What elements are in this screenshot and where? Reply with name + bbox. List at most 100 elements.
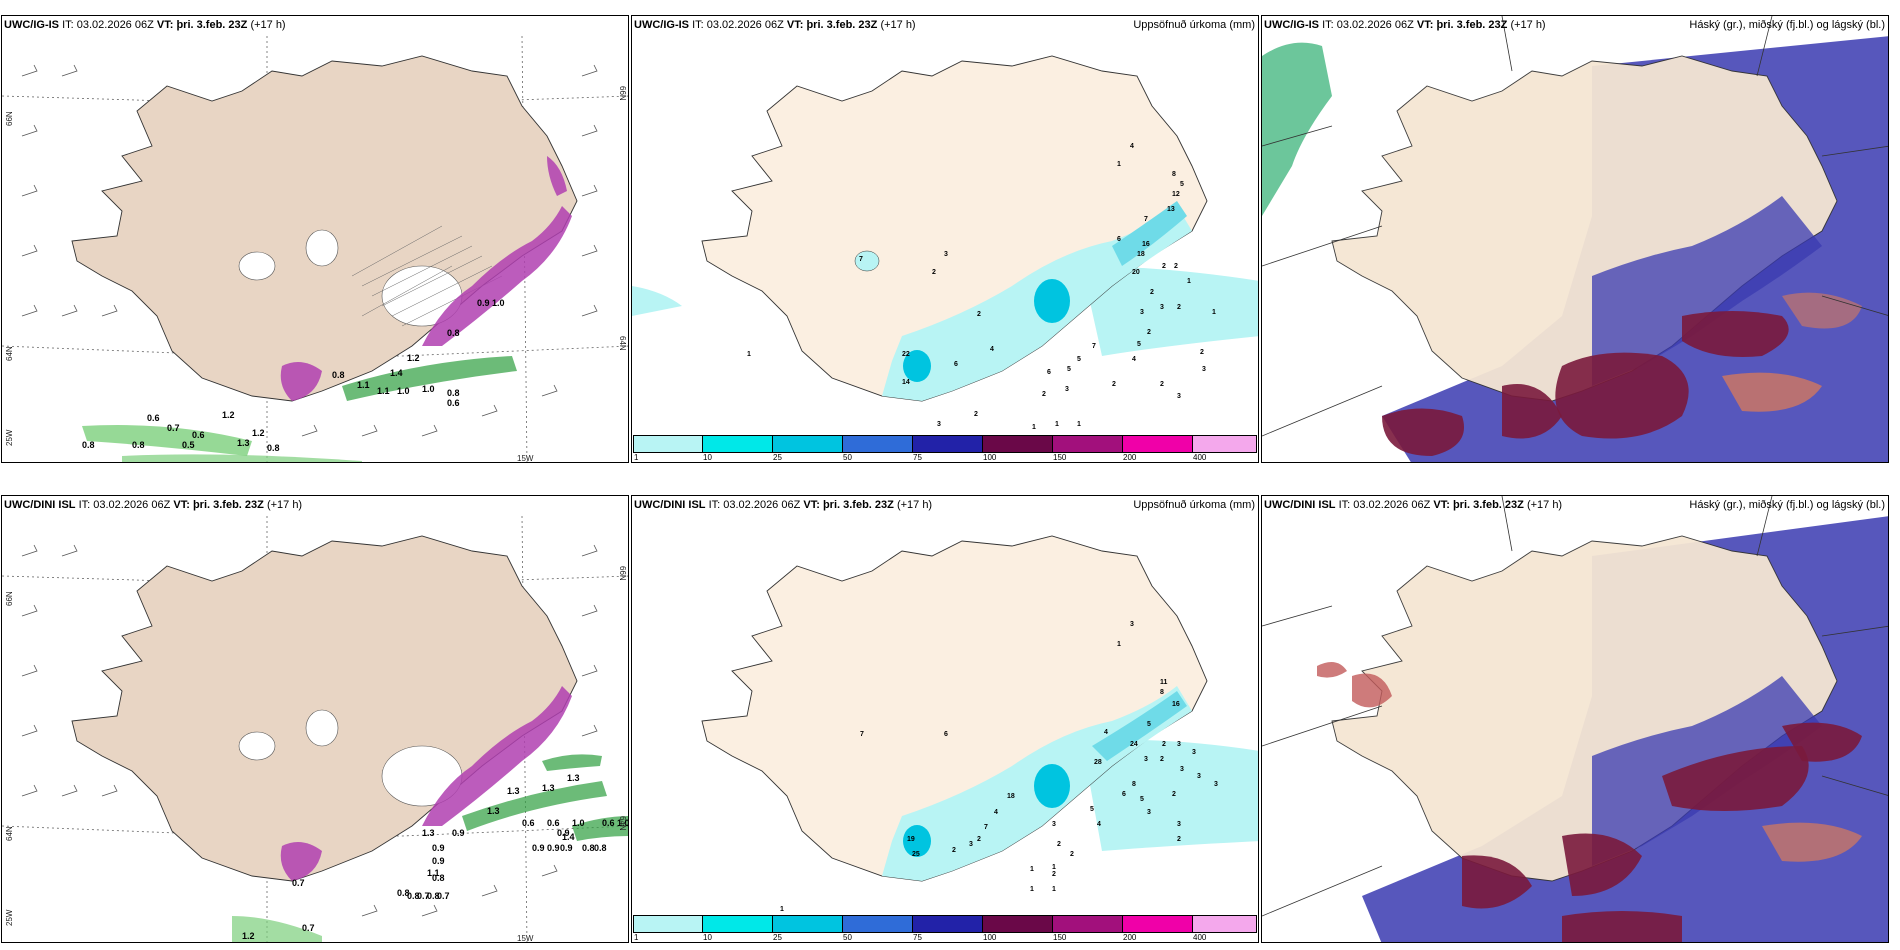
lead-time: (+17 h) (250, 19, 286, 31)
precip-value: 4 (1130, 143, 1134, 150)
lat-label: 64N (5, 826, 14, 841)
precip-value: 8 (1160, 689, 1164, 696)
colorbar-label: 400 (1193, 933, 1207, 942)
precip-value: 5 (1180, 181, 1184, 188)
precip-value: 7 (1092, 343, 1096, 350)
precip-value: 3 (937, 421, 941, 428)
precip-value: 24 (1130, 741, 1138, 748)
wind-value: 1.0 (397, 386, 410, 396)
it-label: IT: (692, 19, 704, 31)
colorbar-label: 200 (1123, 933, 1137, 942)
precip-value: 3 (1140, 309, 1144, 316)
wind-value: 1.3 (542, 783, 555, 793)
colorbar-label: 100 (983, 453, 997, 462)
wind-value: 0.7 (167, 423, 180, 433)
colorbar-bin (1123, 435, 1193, 453)
iceland-landmass (71, 535, 578, 882)
colorbar-label: 25 (773, 453, 782, 462)
precip-value: 2 (1177, 304, 1181, 311)
wind-value: 1.3 (487, 806, 500, 816)
wind-value: 0.8 (82, 440, 95, 450)
wind-value: 0.9 (432, 843, 445, 853)
precip-value: 14 (902, 379, 910, 386)
wind-value: 0.8 (267, 443, 280, 453)
model-name: UWC/IG-IS (634, 19, 689, 31)
colorbar-bin (843, 435, 913, 453)
it-value: 03.02.2026 06Z (1336, 19, 1414, 31)
precip-value: 8 (1132, 781, 1136, 788)
precip-value: 5 (1077, 356, 1081, 363)
precip-value: 20 (1132, 269, 1140, 276)
panel-precip-dini: 3 1 11 8 16 5 24 4 2 3 3 3 3 3 2 3 28 2 … (631, 495, 1259, 943)
wind-value: 0.8 (427, 891, 440, 901)
precip-value: 6 (1122, 791, 1126, 798)
precip-value: 6 (944, 731, 948, 738)
lead-time: (+17 h) (896, 499, 933, 511)
precip-value: 16 (1142, 241, 1150, 248)
model-name: UWC/IG-IS (4, 19, 59, 31)
precip-value: 2 (932, 269, 936, 276)
wind-value: 0.6 (147, 413, 160, 423)
precip-value: 1 (1117, 641, 1121, 648)
precip-value: 3 (1160, 304, 1164, 311)
precip-value: 1 (1030, 866, 1034, 873)
lon-label: 25W (5, 909, 14, 926)
precip-value: 8 (1172, 171, 1176, 178)
vt-label: VT: (1433, 499, 1450, 511)
it-value: 03.02.2026 06Z (93, 499, 171, 511)
map-clouds-ig (1262, 16, 1888, 462)
colorbar-label: 1 (634, 933, 639, 942)
precip-value: 1 (1052, 864, 1056, 871)
precip-value: 2 (1162, 741, 1166, 748)
wind-value: 0.6 (602, 818, 615, 828)
panel-title: Uppsöfnuð úrkoma (mm) (1133, 499, 1255, 511)
precip-value: 2 (1160, 381, 1164, 388)
precip-value: 3 (944, 251, 948, 258)
wind-value: 1.0 (617, 818, 629, 828)
panel-header: UWC/DINI ISL IT: 03.02.2026 06Z VT: þri.… (634, 498, 932, 512)
map-precip-ig: 4 1 8 5 12 13 7 6 16 18 20 2 2 1 3 2 1 2… (632, 16, 1258, 462)
it-label: IT: (708, 499, 721, 511)
wind-value: 0.8 (447, 388, 460, 398)
precip-value: 3 (1214, 781, 1218, 788)
it-value: 03.02.2026 06Z (76, 19, 154, 31)
it-label: IT: (78, 499, 91, 511)
colorbar-bin (633, 435, 703, 453)
colorbar-bin (703, 915, 773, 933)
colorbar-bin (1053, 435, 1123, 453)
vt-value: þri. 3.feb. 23Z (806, 19, 878, 31)
precip-value: 7 (860, 731, 864, 738)
lead-time: (+17 h) (266, 499, 303, 511)
precip-value: 3 (1052, 821, 1056, 828)
precip-value: 3 (1197, 773, 1201, 780)
wind-value: 0.7 (292, 878, 305, 888)
precip-value: 3 (1130, 621, 1134, 628)
colorbar-bin (1053, 915, 1123, 933)
lat-label: 64N (618, 816, 627, 831)
wind-value: 0.5 (182, 440, 195, 450)
colorbar-label: 50 (843, 453, 852, 462)
lead-time: (+17 h) (880, 19, 916, 31)
it-label: IT: (1322, 19, 1334, 31)
colorbar-bin (913, 435, 983, 453)
precip-value: 3 (1177, 393, 1181, 400)
precip-value: 3 (1180, 766, 1184, 773)
vt-value: þri. 3.feb. 23Z (192, 499, 264, 511)
colorbar-label: 10 (703, 933, 712, 942)
precip-value: 4 (990, 346, 994, 353)
vt-value: þri. 3.feb. 23Z (1436, 19, 1508, 31)
precip-value: 2 (977, 311, 981, 318)
lat-label: 66N (5, 591, 14, 606)
wind-value: 1.4 (390, 368, 403, 378)
wind-value: 1.2 (252, 428, 265, 438)
wind-value: 0.8 (582, 843, 595, 853)
precip-value: 28 (1094, 759, 1102, 766)
wind-value: 0.7 (417, 891, 430, 901)
lead-time: (+17 h) (1526, 499, 1563, 511)
precip-value: 5 (1067, 366, 1071, 373)
wind-value: 0.8 (332, 370, 345, 380)
panel-header: UWC/IG-IS IT: 03.02.2026 06Z VT: þri. 3.… (1264, 18, 1546, 32)
colorbar-label: 25 (773, 933, 782, 942)
colorbar-label: 100 (983, 933, 997, 942)
wind-value: 1.3 (237, 438, 250, 448)
